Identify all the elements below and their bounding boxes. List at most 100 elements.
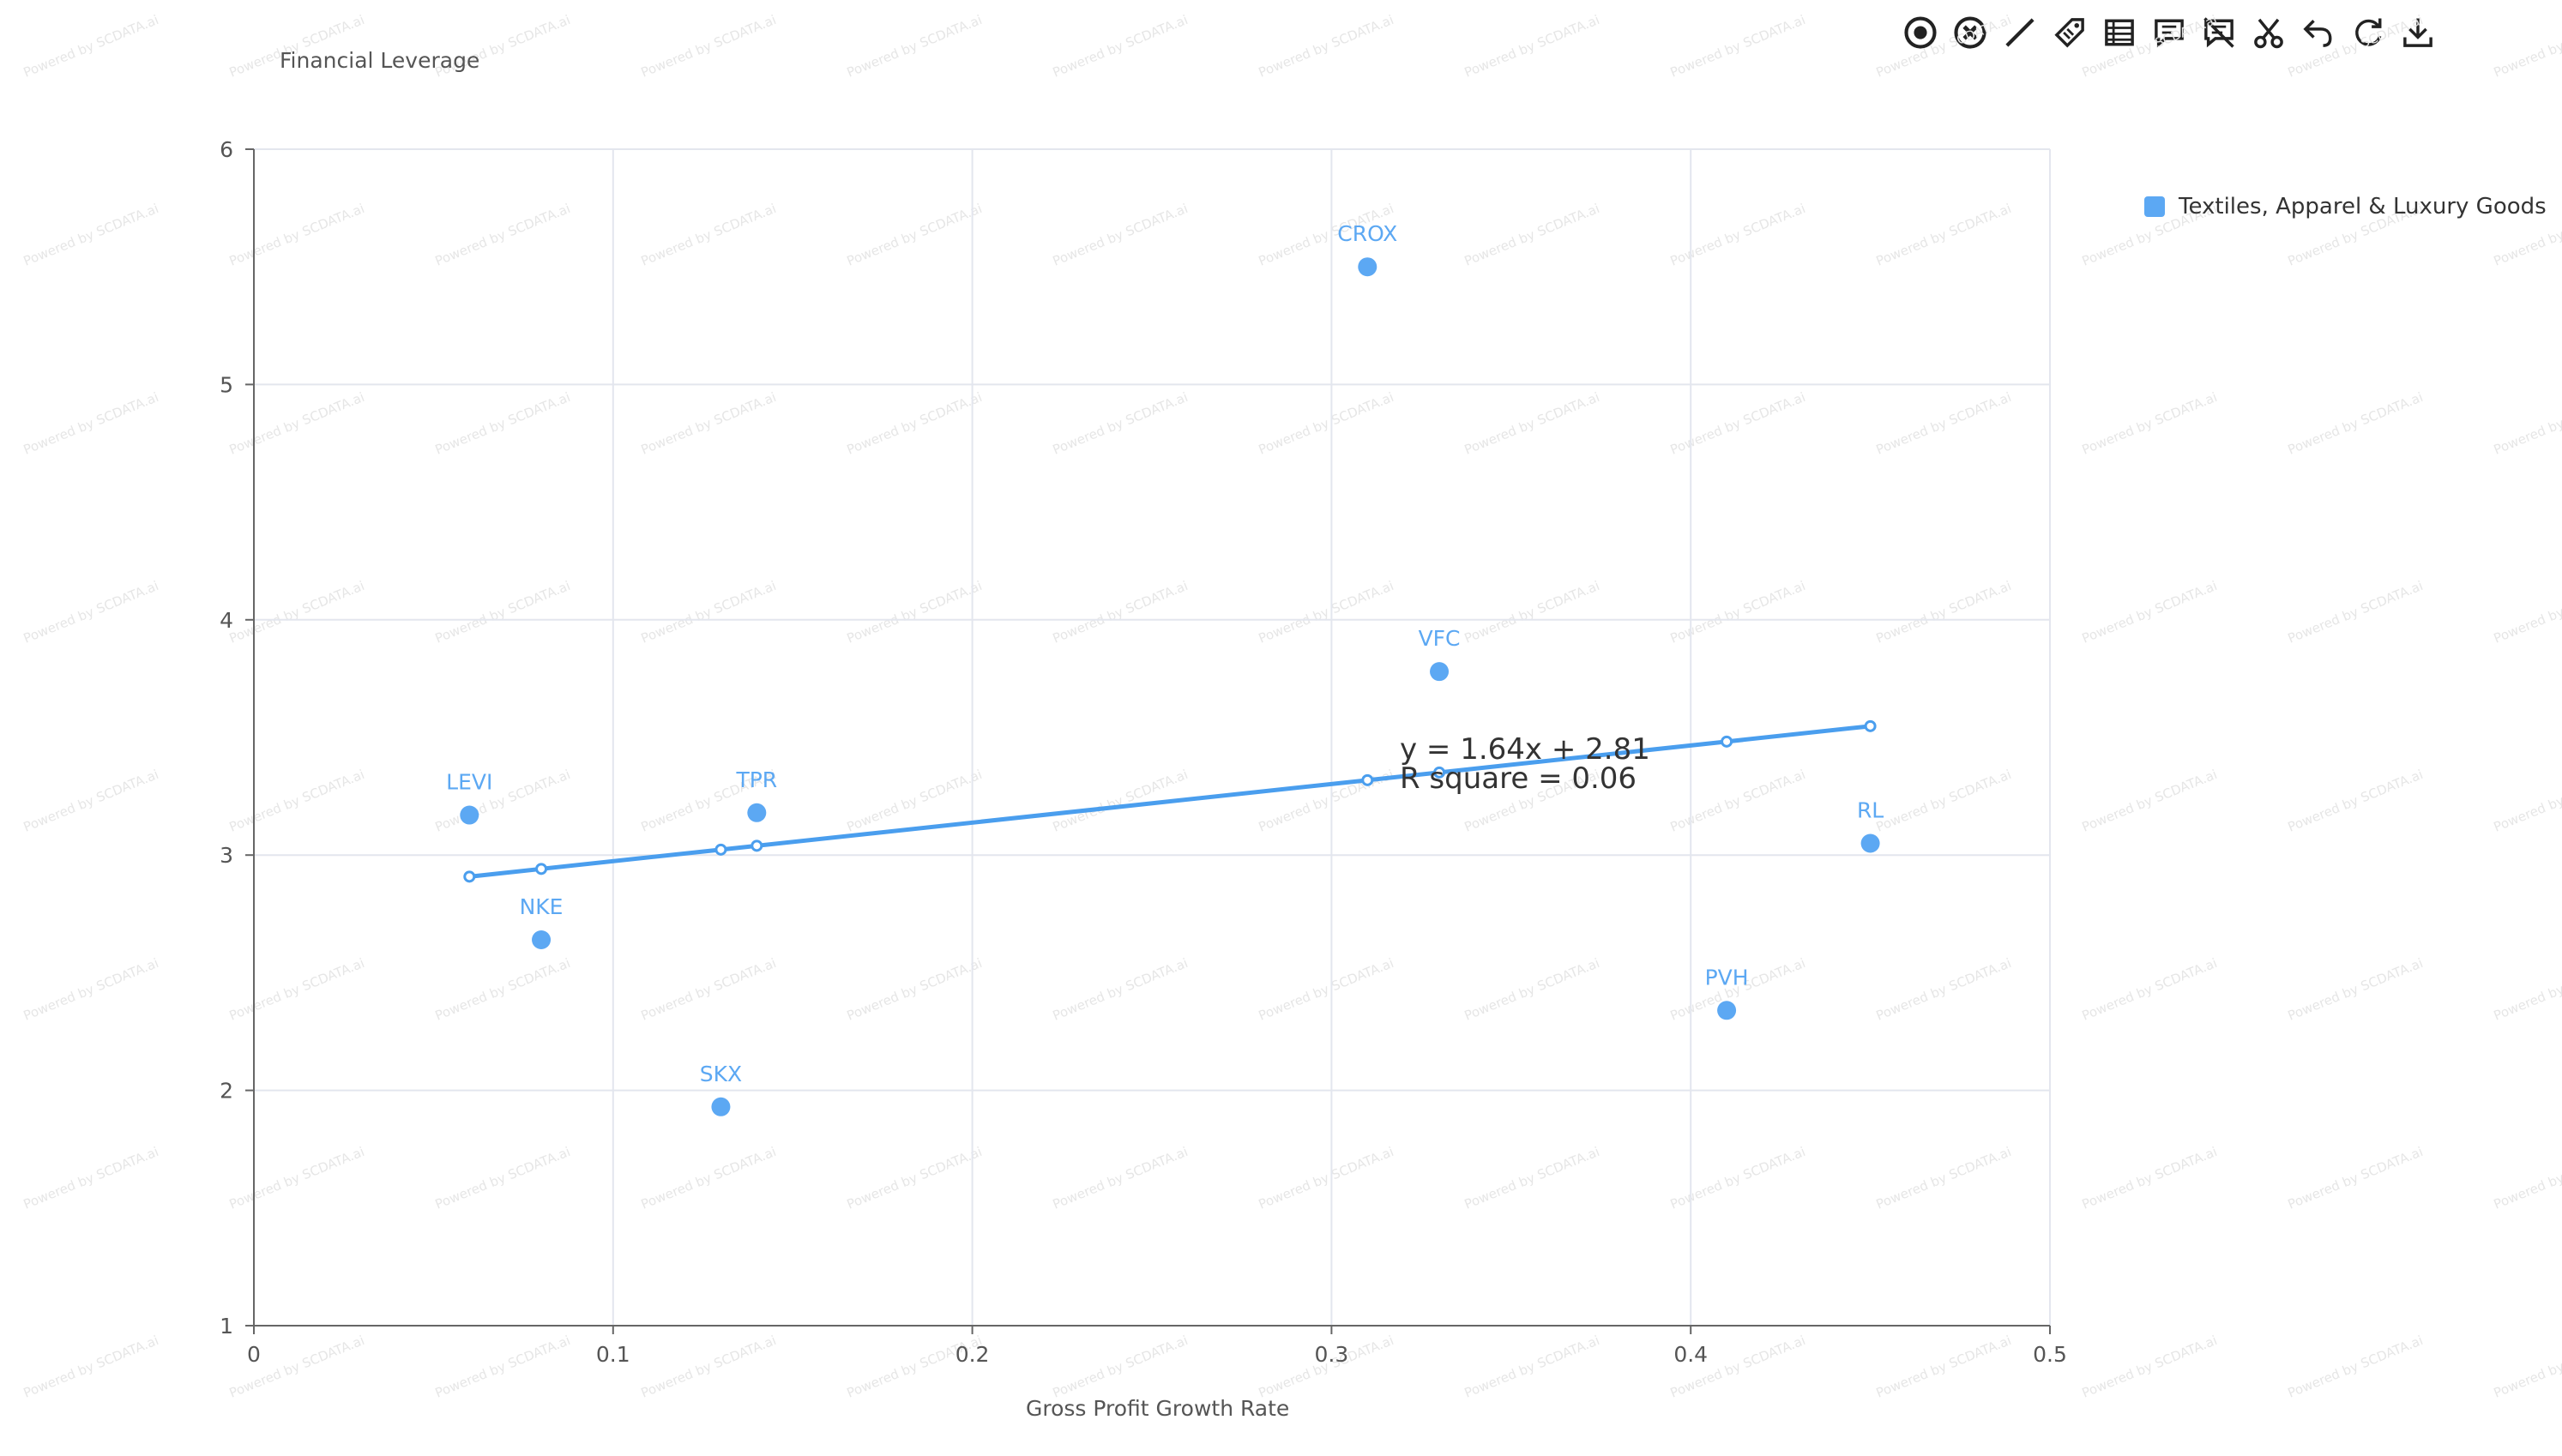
- x-tick-label: 0: [247, 1342, 261, 1367]
- line-button[interactable]: [1995, 10, 2045, 55]
- watermark-layer: Powered by SCDATA.ai Powered by SCDATA.ai…: [21, 12, 2562, 1401]
- watermark-text: Powered by SCDATA.ai: [433, 201, 573, 269]
- trendline-vertex: [1361, 773, 1374, 786]
- watermark-text: Powered by SCDATA.ai: [1257, 12, 1396, 81]
- watermark-text: Powered by SCDATA.ai: [1257, 578, 1396, 647]
- scatter-point[interactable]: [532, 930, 552, 949]
- download-button[interactable]: [2393, 10, 2443, 55]
- watermark-text: Powered by SCDATA.ai: [1462, 578, 1602, 647]
- clear-button[interactable]: [1945, 10, 1995, 55]
- watermark-text: Powered by SCDATA.ai: [1051, 1144, 1191, 1212]
- watermark-text: Powered by SCDATA.ai: [2080, 767, 2220, 835]
- watermark-text: Powered by SCDATA.ai: [2286, 767, 2426, 835]
- trendline-layer: [463, 719, 1877, 883]
- axis-layer: 0 0.1 0.2 0.3 0.4 0.5 1 2 3 4 5 6: [220, 137, 2067, 1367]
- watermark-text: Powered by SCDATA.ai: [1874, 1333, 2014, 1401]
- watermark-text: Powered by SCDATA.ai: [227, 578, 367, 647]
- watermark-text: Powered by SCDATA.ai: [1462, 12, 1602, 81]
- comment-icon: [2155, 19, 2184, 48]
- watermark-text: Powered by SCDATA.ai: [1462, 1144, 1602, 1212]
- watermark-text: Powered by SCDATA.ai: [2080, 1144, 2220, 1212]
- watermark-text: Powered by SCDATA.ai: [2080, 12, 2220, 81]
- watermark-text: Powered by SCDATA.ai: [21, 955, 161, 1024]
- watermark-text: Powered by SCDATA.ai: [1668, 578, 1808, 647]
- undo-button[interactable]: [2294, 10, 2343, 55]
- watermark-text: Powered by SCDATA.ai: [227, 955, 367, 1024]
- watermark-text: Powered by SCDATA.ai: [1051, 389, 1191, 458]
- y-tick-label: 4: [220, 608, 233, 633]
- tag-button[interactable]: [2045, 10, 2095, 55]
- watermark-text: Powered by SCDATA.ai: [1462, 955, 1602, 1024]
- legend-label: Textiles, Apparel & Luxury Goods: [2179, 194, 2547, 220]
- watermark-text: Powered by SCDATA.ai: [2492, 1333, 2562, 1401]
- y-tick-label: 5: [220, 372, 233, 397]
- comment-off-icon: [2203, 17, 2234, 48]
- watermark-text: Powered by SCDATA.ai: [21, 12, 161, 81]
- refresh-button[interactable]: [2343, 10, 2393, 55]
- watermark-text: Powered by SCDATA.ai: [845, 201, 985, 269]
- watermark-text: Powered by SCDATA.ai: [2080, 389, 2220, 458]
- table-button[interactable]: [2095, 10, 2144, 55]
- trendline-r-square: R square = 0.06: [1400, 761, 1637, 796]
- watermark-text: Powered by SCDATA.ai: [1668, 389, 1808, 458]
- y-tick-label: 6: [220, 137, 233, 162]
- watermark-text: Powered by SCDATA.ai: [2286, 578, 2426, 647]
- y-tick-label: 1: [220, 1314, 233, 1339]
- watermark-text: Powered by SCDATA.ai: [845, 389, 985, 458]
- legend-item[interactable]: Textiles, Apparel & Luxury Goods: [2144, 194, 2547, 220]
- scatter-point[interactable]: [1430, 662, 1450, 682]
- watermark-text: Powered by SCDATA.ai: [1668, 201, 1808, 269]
- watermark-text: Powered by SCDATA.ai: [227, 767, 367, 835]
- watermark-text: Powered by SCDATA.ai: [845, 12, 985, 81]
- watermark-text: Powered by SCDATA.ai: [1257, 767, 1396, 835]
- watermark-text: Powered by SCDATA.ai: [2492, 389, 2562, 458]
- scatter-point[interactable]: [460, 805, 479, 825]
- watermark-text: Powered by SCDATA.ai: [1874, 578, 2014, 647]
- comment-button[interactable]: [2144, 10, 2194, 55]
- watermark-text: Powered by SCDATA.ai: [1668, 767, 1808, 835]
- scatter-point[interactable]: [1358, 257, 1377, 277]
- watermark-text: Powered by SCDATA.ai: [1051, 1333, 1191, 1401]
- comment-off-button[interactable]: [2194, 10, 2244, 55]
- watermark-text: Powered by SCDATA.ai: [639, 1333, 779, 1401]
- trendline-vertex: [1433, 766, 1446, 779]
- watermark-text: Powered by SCDATA.ai: [639, 1144, 779, 1212]
- trendline-vertex: [535, 863, 548, 875]
- chart-toolbar: [1896, 10, 2443, 55]
- watermark-text: Powered by SCDATA.ai: [433, 1144, 573, 1212]
- point-label: RL: [1857, 797, 1884, 822]
- legend-swatch: [2144, 196, 2165, 217]
- watermark-text: Powered by SCDATA.ai: [1874, 201, 2014, 269]
- watermark-text: Powered by SCDATA.ai: [21, 389, 161, 458]
- scatter-point[interactable]: [711, 1097, 731, 1116]
- watermark-text: Powered by SCDATA.ai: [227, 1144, 367, 1212]
- point-label: SKX: [700, 1062, 742, 1086]
- x-tick-label: 0.5: [2033, 1342, 2067, 1367]
- scatter-point[interactable]: [1717, 1001, 1737, 1020]
- target-button[interactable]: [1896, 10, 1945, 55]
- undo-icon: [2303, 20, 2332, 47]
- watermark-text: Powered by SCDATA.ai: [1668, 1144, 1808, 1212]
- watermark-text: Powered by SCDATA.ai: [2286, 955, 2426, 1024]
- scissors-button[interactable]: [2244, 10, 2294, 55]
- table-icon: [2105, 19, 2134, 46]
- watermark-text: Powered by SCDATA.ai: [639, 389, 779, 458]
- y-axis-title: Financial Leverage: [280, 48, 480, 73]
- watermark-text: Powered by SCDATA.ai: [1051, 955, 1191, 1024]
- watermark-text: Powered by SCDATA.ai: [1462, 389, 1602, 458]
- tag-icon: [2054, 18, 2084, 48]
- trendline-vertex: [463, 870, 476, 883]
- clear-icon: [1954, 16, 1986, 49]
- watermark-text: Powered by SCDATA.ai: [2286, 1144, 2426, 1212]
- scatter-point[interactable]: [747, 803, 767, 822]
- scatter-point[interactable]: [1860, 833, 1880, 853]
- x-tick-label: 0.4: [1673, 1342, 1708, 1367]
- watermark-text: Powered by SCDATA.ai: [1874, 955, 2014, 1024]
- point-label: PVH: [1705, 965, 1749, 990]
- watermark-text: Powered by SCDATA.ai: [1874, 389, 2014, 458]
- watermark-text: Powered by SCDATA.ai: [1257, 389, 1396, 458]
- watermark-text: Powered by SCDATA.ai: [2286, 389, 2426, 458]
- x-tick-label: 0.1: [596, 1342, 630, 1367]
- y-tick-label: 3: [220, 843, 233, 868]
